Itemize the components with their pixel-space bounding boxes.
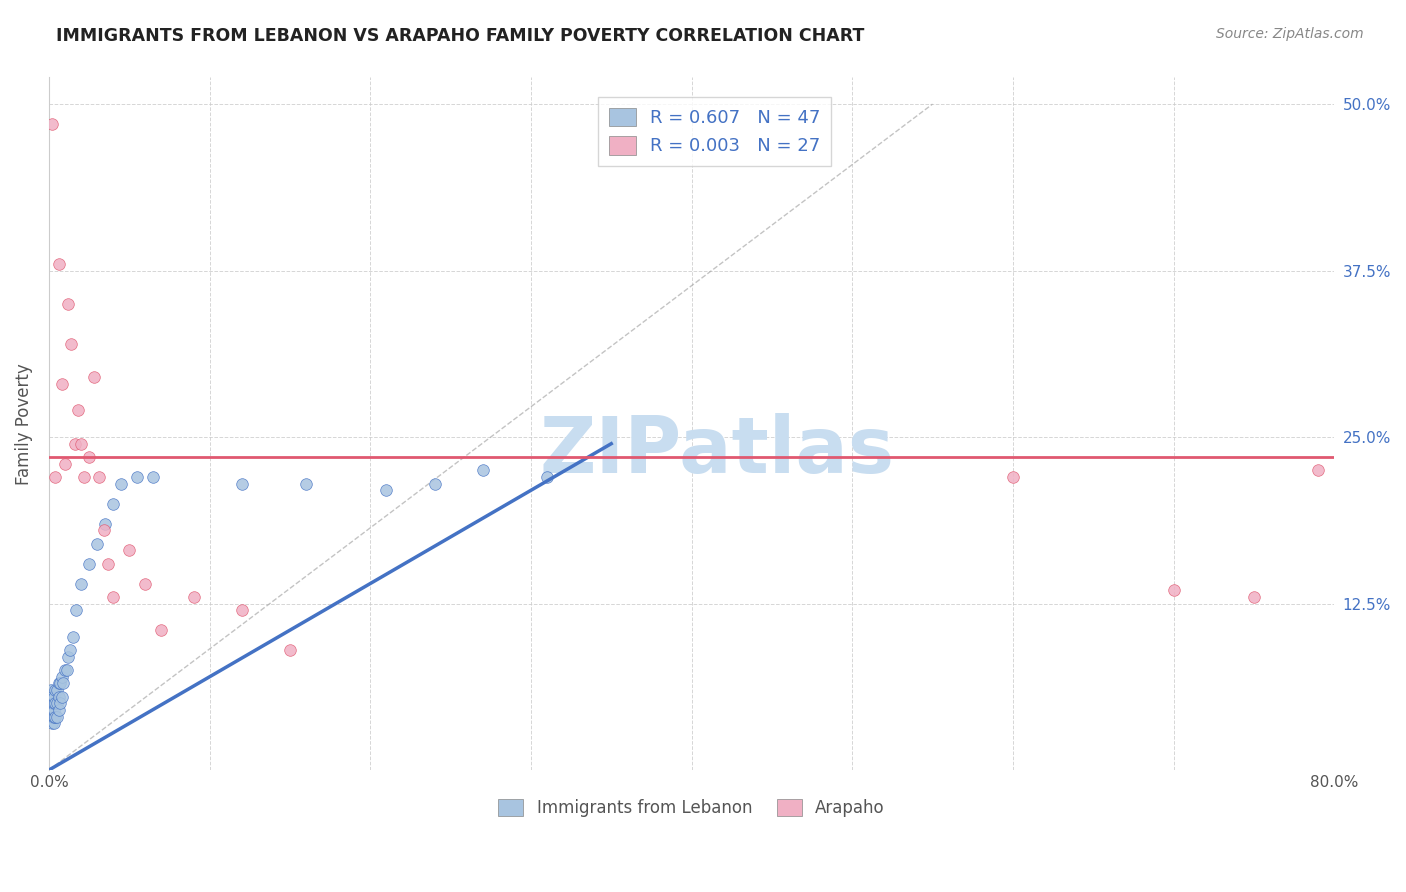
Point xyxy=(39,683,62,698)
Point xyxy=(142,470,165,484)
Point xyxy=(42,690,65,704)
Text: Source: ZipAtlas.com: Source: ZipAtlas.com xyxy=(1216,27,1364,41)
Text: IMMIGRANTS FROM LEBANON VS ARAPAHO FAMILY POVERTY CORRELATION CHART: IMMIGRANTS FROM LEBANON VS ARAPAHO FAMIL… xyxy=(56,27,865,45)
Point xyxy=(41,703,63,717)
Y-axis label: Family Poverty: Family Poverty xyxy=(15,363,32,484)
Point xyxy=(110,476,132,491)
Point xyxy=(94,516,117,531)
Point xyxy=(42,703,65,717)
Point xyxy=(58,649,80,664)
Point xyxy=(44,683,66,698)
Point xyxy=(231,603,253,617)
Point xyxy=(46,710,69,724)
Point xyxy=(46,683,69,698)
Point xyxy=(231,476,253,491)
Point xyxy=(48,257,70,271)
Point xyxy=(77,450,100,464)
Point xyxy=(41,710,63,724)
Point xyxy=(295,476,318,491)
Point xyxy=(49,697,72,711)
Point xyxy=(86,536,108,550)
Point xyxy=(1243,590,1265,604)
Point xyxy=(150,623,173,637)
Point xyxy=(62,630,84,644)
Point xyxy=(134,576,156,591)
Point xyxy=(48,703,70,717)
Point xyxy=(536,470,558,484)
Point xyxy=(127,470,149,484)
Point xyxy=(278,643,301,657)
Point xyxy=(183,590,205,604)
Point xyxy=(58,297,80,311)
Point xyxy=(1163,583,1185,598)
Point xyxy=(1306,463,1329,477)
Point xyxy=(48,690,70,704)
Point xyxy=(471,463,494,477)
Point xyxy=(63,436,86,450)
Point xyxy=(42,716,65,731)
Point xyxy=(66,403,89,417)
Point xyxy=(60,336,83,351)
Point xyxy=(51,670,73,684)
Point xyxy=(39,710,62,724)
Point xyxy=(65,603,87,617)
Point xyxy=(41,716,63,731)
Point xyxy=(39,697,62,711)
Point xyxy=(44,710,66,724)
Point xyxy=(55,663,77,677)
Legend: Immigrants from Lebanon, Arapaho: Immigrants from Lebanon, Arapaho xyxy=(492,792,891,824)
Point xyxy=(42,697,65,711)
Point xyxy=(87,470,110,484)
Point xyxy=(46,697,69,711)
Point xyxy=(59,643,82,657)
Point xyxy=(73,470,96,484)
Point xyxy=(70,576,93,591)
Point xyxy=(41,697,63,711)
Point xyxy=(44,470,66,484)
Point xyxy=(44,697,66,711)
Text: ZIPatlas: ZIPatlas xyxy=(540,413,894,490)
Point xyxy=(423,476,446,491)
Point xyxy=(103,590,125,604)
Point xyxy=(1001,470,1024,484)
Point xyxy=(51,690,73,704)
Point xyxy=(53,663,76,677)
Point xyxy=(93,523,115,537)
Point xyxy=(52,676,75,690)
Point xyxy=(49,676,72,690)
Point xyxy=(48,676,70,690)
Point xyxy=(53,457,76,471)
Point xyxy=(51,376,73,391)
Point xyxy=(103,497,125,511)
Point xyxy=(375,483,398,498)
Point xyxy=(83,370,105,384)
Point xyxy=(97,557,120,571)
Point xyxy=(41,690,63,704)
Point xyxy=(42,710,65,724)
Point xyxy=(70,436,93,450)
Point xyxy=(41,117,63,131)
Point xyxy=(77,557,100,571)
Point xyxy=(118,543,141,558)
